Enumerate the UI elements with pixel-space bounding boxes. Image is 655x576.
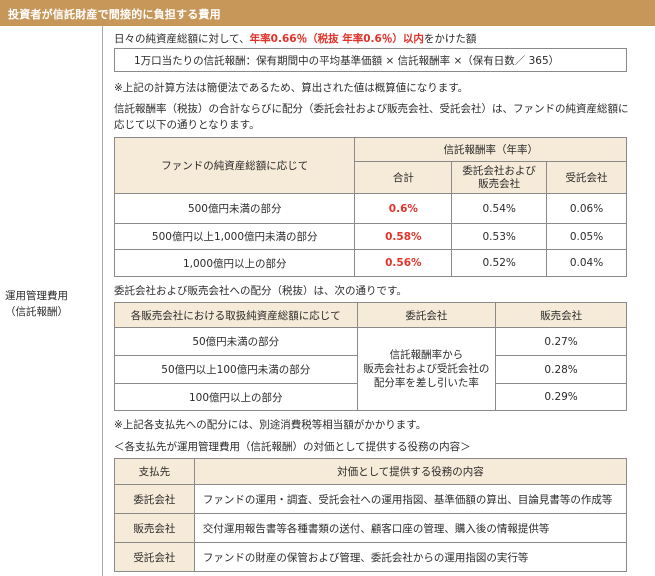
services-heading: ＜各支払先が運用管理費用（信託報酬）の対価として提供する役務の内容＞ [114, 441, 471, 453]
service-payee: 受託会社 [114, 542, 195, 572]
fee-rate-total: 0.58% [354, 223, 453, 250]
fee-rate-table-head-mgmt: 委託会社および 販売会社 [451, 161, 548, 194]
service-description: ファンドの財産の保管および管理、委託会社からの運用指図の実行等 [193, 542, 628, 572]
formula-box: 1万口当たりの信託報酬：保有期間中の平均基準価額 × 信託報酬率 ×（保有日数／… [114, 48, 627, 72]
distribution-range: 50億円以上100億円未満の部分 [114, 355, 358, 384]
fee-rate-table-head-group: 信託報酬率（年率） [354, 137, 627, 162]
intro-text: 日々の純資産総額に対して、年率0.66％（税抜 年率0.6％）以内をかけた額 [114, 31, 476, 46]
fee-category-label: 運用管理費用 （信託報酬） [5, 288, 68, 320]
distribution-mgmt-rate: 信託報酬率から 販売会社および受託会社の 配分率を差し引いた率 [356, 327, 497, 411]
fee-rate-total: 0.6% [354, 193, 453, 224]
table-row: 受託会社 ファンドの財産の保管および管理、委託会社からの運用指図の実行等 [114, 542, 628, 572]
table-row: 販売会社 交付運用報告書等各種書類の送付、顧客口座の管理、購入後の情報提供等 [114, 513, 628, 543]
distribution-dist-rate: 0.27% [495, 327, 627, 356]
distribution-range: 50億円未満の部分 [114, 327, 358, 356]
table-row: 100億円以上の部分 0.29% [114, 383, 627, 411]
distribution-range: 100億円以上の部分 [114, 383, 358, 411]
table-row: 500億円未満の部分 0.6% 0.54% 0.06% [113, 193, 627, 224]
table-row: 1,000億円以上の部分 0.56% 0.52% 0.04% [113, 249, 627, 277]
fee-rate-range: 1,000億円以上の部分 [113, 249, 356, 277]
distribution-table: 各販売会社における取扱純資産総額に応じて 委託会社 販売会社 50億円未満の部分… [114, 302, 627, 411]
section-title: 投資者が信託財産で間接的に負担する費用 [8, 8, 221, 21]
distribution-dist-rate: 0.28% [495, 355, 627, 384]
service-payee: 委託会社 [114, 484, 195, 514]
fee-rate-mgmt: 0.53% [451, 223, 548, 250]
fee-rate-trustee: 0.05% [546, 223, 627, 250]
fee-rate-table-head-range: ファンドの純資産総額に応じて [113, 137, 356, 194]
distribution-table-head-range: 各販売会社における取扱純資産総額に応じて [114, 302, 358, 328]
table-row: 50億円未満の部分 信託報酬率から 販売会社および受託会社の 配分率を差し引いた… [114, 327, 627, 411]
row-label-column: 運用管理費用 （信託報酬） [0, 26, 103, 576]
fee-rate-table-head-mgmt-line2: 販売会社 [478, 177, 521, 190]
fee-rate-table: ファンドの純資産総額に応じて 信託報酬率（年率） 合計 委託会社および 販売会社… [113, 137, 627, 277]
allocation-paragraph-line2: 応じて以下の通りとなります。 [114, 119, 260, 131]
fee-category-label-line2: （信託報酬） [5, 306, 68, 318]
intro-text-after: をかけた額 [423, 33, 477, 45]
fee-rate-mgmt: 0.54% [451, 193, 548, 224]
distribution-dist-rate: 0.29% [495, 383, 627, 411]
distribution-paragraph: 委託会社および販売会社への配分（税抜）は、次の通りです。 [114, 285, 407, 297]
fee-rate-table-head-trustee: 受託会社 [546, 161, 627, 194]
section-header: 投資者が信託財産で間接的に負担する費用 [0, 0, 655, 26]
table-row: 500億円以上1,000億円未満の部分 0.58% 0.53% 0.05% [113, 223, 627, 250]
fee-rate-trustee: 0.04% [546, 249, 627, 277]
fee-rate-mgmt: 0.52% [451, 249, 548, 277]
distribution-table-head-dist: 販売会社 [495, 302, 627, 328]
formula-text: 1万口当たりの信託報酬：保有期間中の平均基準価額 × 信託報酬率 ×（保有日数／… [134, 55, 560, 67]
table-row: 委託会社 ファンドの運用・調査、受託会社への運用指図、基準価額の算出、目論見書等… [114, 484, 628, 514]
note-calculation: ※上記の計算方法は簡便法であるため、算出された値は概算値になります。 [114, 82, 469, 94]
table-row: 50億円以上100億円未満の部分 0.28% [114, 355, 627, 384]
intro-fee-rate: 年率0.66％（税抜 年率0.6％）以内 [249, 33, 424, 45]
fee-rate-total: 0.56% [354, 249, 453, 277]
fee-category-label-line1: 運用管理費用 [5, 290, 68, 302]
distribution-mgmt-rate-line2: 販売会社および受託会社の [363, 363, 490, 375]
fee-rate-range: 500億円以上1,000億円未満の部分 [113, 223, 356, 250]
service-description: ファンドの運用・調査、受託会社への運用指図、基準価額の算出、目論見書等の作成等 [193, 484, 628, 514]
fee-rate-range: 500億円未満の部分 [113, 193, 356, 224]
distribution-table-head-mgmt: 委託会社 [356, 302, 497, 328]
service-payee: 販売会社 [114, 513, 195, 543]
intro-text-before: 日々の純資産総額に対して、 [114, 33, 250, 45]
fee-rate-trustee: 0.06% [546, 193, 627, 224]
services-table-head-payee: 支払先 [114, 458, 195, 485]
fee-rate-table-head-total: 合計 [354, 161, 453, 194]
distribution-mgmt-rate-line3: 配分率を差し引いた率 [373, 377, 479, 389]
allocation-paragraph-line1: 信託報酬率（税抜）の合計ならびに配分（委託会社および販売会社、受託会社）は、ファ… [114, 103, 629, 115]
service-description: 交付運用報告書等各種書類の送付、顧客口座の管理、購入後の情報提供等 [193, 513, 628, 543]
fee-rate-table-head-mgmt-line1: 委託会社および [462, 164, 536, 177]
services-table-head-service: 対価として提供する役務の内容 [193, 458, 628, 485]
note-consumption-tax: ※上記各支払先への配分には、別途消費税等相当額がかかります。 [114, 419, 427, 431]
distribution-mgmt-rate-line1: 信託報酬率から [389, 349, 464, 361]
services-table: 支払先 対価として提供する役務の内容 委託会社 ファンドの運用・調査、受託会社へ… [114, 458, 628, 572]
